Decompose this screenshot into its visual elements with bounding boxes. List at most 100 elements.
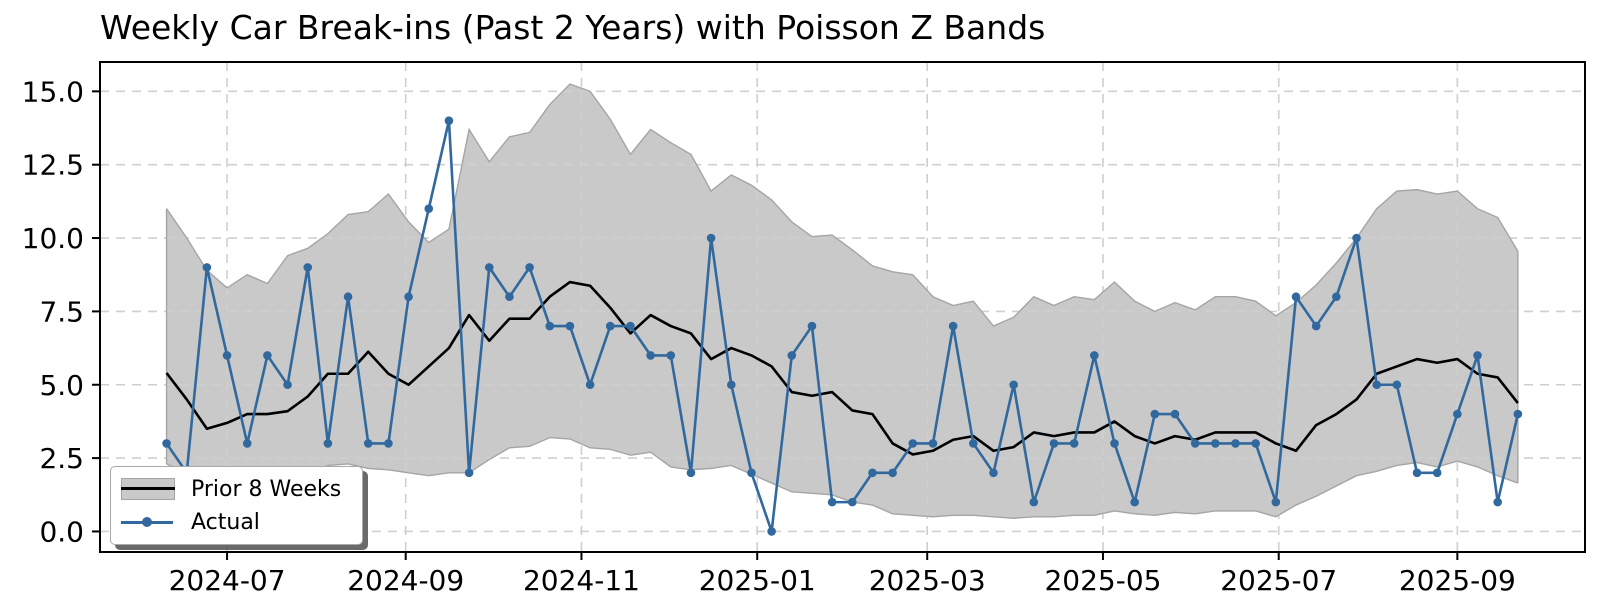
actual-marker <box>908 439 918 448</box>
actual-marker <box>666 351 676 360</box>
actual-marker <box>969 439 978 448</box>
line-swatch-icon <box>121 517 173 527</box>
y-tick-label: 5.0 <box>39 369 84 402</box>
actual-marker <box>1513 409 1523 419</box>
actual-marker <box>1392 380 1402 390</box>
actual-marker <box>162 439 171 448</box>
actual-marker <box>1352 233 1361 243</box>
band-lower-edge <box>166 436 1519 519</box>
actual-line <box>165 119 1520 533</box>
actual-marker <box>868 468 877 478</box>
y-tick-label: 0.0 <box>39 515 84 548</box>
legend-line-swatch <box>121 517 177 527</box>
legend-label-prior-8-weeks: Prior 8 Weeks <box>191 476 342 502</box>
x-tick-label: 2024-11 <box>523 564 640 597</box>
actual-marker <box>807 321 817 331</box>
actual-marker <box>505 292 514 302</box>
actual-marker <box>202 263 212 272</box>
actual-marker <box>444 116 454 125</box>
actual-marker <box>464 468 474 478</box>
legend-label-actual: Actual <box>191 509 260 535</box>
actual-marker <box>1190 439 1200 448</box>
x-tick-label: 2025-07 <box>1220 564 1337 597</box>
x-tick-label: 2025-01 <box>699 564 816 597</box>
actual-marker <box>747 468 756 478</box>
actual-marker <box>626 321 635 331</box>
x-tick-label: 2025-05 <box>1044 564 1161 597</box>
actual-marker <box>989 468 998 478</box>
plot-frame <box>99 61 1586 553</box>
actual-marker <box>1453 409 1462 419</box>
actual-marker <box>1412 468 1422 478</box>
actual-marker <box>1493 497 1502 507</box>
actual-marker <box>847 497 857 507</box>
actual-marker <box>1110 439 1119 448</box>
actual-marker <box>424 204 434 214</box>
actual-marker <box>827 497 837 507</box>
actual-marker <box>1150 409 1160 419</box>
actual-marker <box>605 321 615 331</box>
chart-title: Weekly Car Break-ins (Past 2 Years) with… <box>100 8 1046 47</box>
prior-8-weeks-mean-line <box>165 280 1519 456</box>
actual-marker <box>1311 321 1321 331</box>
y-tick-label: 15.0 <box>22 75 84 108</box>
actual-marker <box>1473 351 1482 360</box>
legend-item-prior-8-weeks: Prior 8 Weeks <box>121 474 352 504</box>
actual-marker <box>1029 497 1039 507</box>
actual-marker <box>1049 439 1059 448</box>
legend-item-actual: Actual <box>121 507 352 537</box>
y-tick-label: 12.5 <box>22 149 84 182</box>
actual-marker <box>767 527 776 536</box>
actual-marker <box>263 351 272 360</box>
actual-marker <box>384 439 393 448</box>
y-tick-label: 10.0 <box>22 222 84 255</box>
actual-marker <box>1372 380 1381 390</box>
actual-marker <box>1432 468 1442 478</box>
y-tick-label: 7.5 <box>39 295 84 328</box>
actual-marker <box>242 439 252 448</box>
actual-marker <box>525 263 534 272</box>
actual-marker <box>686 468 696 478</box>
actual-marker <box>1271 497 1281 507</box>
actual-marker <box>1211 439 1220 448</box>
actual-marker <box>1332 292 1341 302</box>
actual-marker <box>1090 351 1099 360</box>
x-tick-label: 2024-07 <box>169 564 286 597</box>
legend-box: Prior 8 Weeks Actual <box>110 466 363 545</box>
actual-marker <box>787 351 797 360</box>
actual-marker <box>726 380 736 390</box>
actual-marker <box>283 380 292 390</box>
actual-marker <box>1251 439 1260 448</box>
prior-8-weeks-band <box>166 84 1518 519</box>
actual-marker <box>323 439 333 448</box>
actual-marker <box>888 468 897 478</box>
actual-marker <box>706 233 716 243</box>
actual-marker <box>948 321 958 331</box>
x-tick-label: 2025-09 <box>1399 564 1516 597</box>
actual-marker <box>565 321 575 331</box>
actual-marker <box>1130 497 1139 507</box>
actual-marker <box>545 321 555 331</box>
actual-marker <box>1069 439 1079 448</box>
actual-marker <box>404 292 413 302</box>
actual-marker <box>585 380 595 390</box>
actual-marker <box>363 439 373 448</box>
actual-marker <box>343 292 353 302</box>
actual-marker <box>484 263 494 272</box>
actual-marker <box>928 439 938 448</box>
legend-band-swatch <box>121 478 177 500</box>
band-upper-edge <box>165 83 1519 327</box>
actual-marker <box>1170 409 1180 419</box>
band-swatch-icon <box>121 478 175 500</box>
actual-marker <box>1231 439 1240 448</box>
actual-marker <box>222 351 232 360</box>
y-tick-label: 2.5 <box>39 442 84 475</box>
actual-marker <box>1291 292 1301 302</box>
actual-marker <box>646 351 655 360</box>
actual-marker <box>1009 380 1018 390</box>
x-tick-label: 2024-09 <box>347 564 464 597</box>
x-tick-label: 2025-03 <box>869 564 986 597</box>
